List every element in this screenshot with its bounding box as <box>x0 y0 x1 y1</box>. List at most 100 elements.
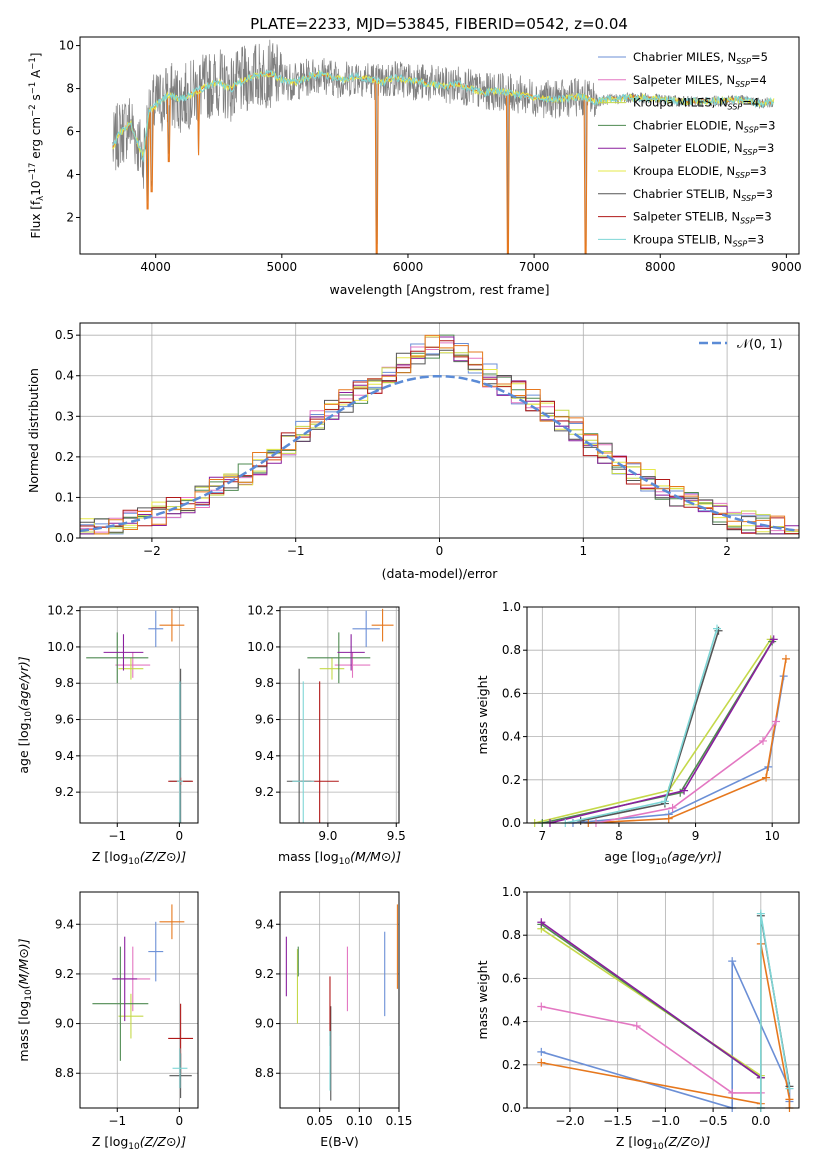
legend-text: =4 <box>750 73 767 87</box>
y-tick-label: 1.0 <box>502 885 521 899</box>
legend-text: Kroupa MILES, N <box>633 96 728 110</box>
legend-text: =3 <box>755 210 772 224</box>
errorbar-point <box>112 936 138 1022</box>
plus-marker <box>758 736 767 745</box>
y-label-part: −1 <box>28 57 38 70</box>
plus-marker <box>537 918 546 927</box>
x-axis-label: Z [log10(Z/Z⊙)] <box>616 1134 710 1152</box>
legend-text: =5 <box>751 50 768 64</box>
residual-histogram-panel: −2 −1 0 1 2 0.0 0.1 0.2 0.3 0.4 0.5 (data-model)/er… <box>26 322 800 581</box>
label-part: (M/M⊙)] <box>16 938 31 989</box>
legend-text: Salpeter MILES, N <box>633 73 735 87</box>
legend-text: Chabrier STELIB, N <box>633 187 741 201</box>
x-tick-label: 8 <box>615 829 623 843</box>
label-subscript: 10 <box>128 857 140 867</box>
x-tick-label: 7 <box>539 829 547 843</box>
errorbar-point <box>292 681 315 823</box>
legend-label: Salpeter ELODIE, NSSP=3 <box>633 141 774 157</box>
x-tick-label: −1 <box>108 1114 126 1128</box>
label-part: mass [log <box>278 849 339 864</box>
y-label-part: −2 <box>28 104 38 117</box>
series-line <box>588 658 787 824</box>
legend-label: Kroupa MILES, NSSP=4 <box>633 96 759 112</box>
label-part: (Z/Z⊙)] <box>140 849 187 864</box>
x-tick-label: 0 <box>436 544 444 558</box>
legend-label: Chabrier MILES, NSSP=5 <box>633 50 768 66</box>
x-tick-label: 0.15 <box>386 1114 413 1128</box>
series-line <box>534 638 772 824</box>
x-tick-label: 10 <box>765 829 780 843</box>
legend-text: Salpeter ELODIE, N <box>633 141 743 155</box>
y-tick-label: 9.4 <box>55 749 74 763</box>
x-axis-label: mass [log10(M/M⊙)] <box>278 849 401 867</box>
y-tick-label: 0.0 <box>502 1101 521 1115</box>
errorbar-point <box>172 1048 188 1089</box>
gaussian-reference-curve <box>80 374 797 533</box>
legend-label: Salpeter STELIB, NSSP=3 <box>633 210 772 226</box>
errorbar-point <box>371 608 394 642</box>
label-part: mass [log <box>16 1001 31 1062</box>
y-tick-label: 10.0 <box>247 640 274 654</box>
y-tick-label: 0.1 <box>55 490 74 504</box>
y-axis-label: age [log10(age/yr)] <box>16 656 34 773</box>
y-tick-label: 0.8 <box>502 928 521 942</box>
x-tick-label: 9000 <box>771 260 802 274</box>
label-part: Z [log <box>92 1134 128 1149</box>
legend-subscript: SSP <box>733 239 748 248</box>
x-tick-label: −0.5 <box>699 1114 728 1128</box>
spectrum-panel: 4000 5000 6000 7000 8000 9000 2 4 6 8 10 wavelength… <box>28 36 802 297</box>
y-tick-label: 9.8 <box>255 676 274 690</box>
x-axis-label: Z [log10(Z/Z⊙)] <box>92 1134 186 1152</box>
y-tick-label: 0.0 <box>55 531 74 545</box>
x-axis-label: wavelength [Angstrom, rest frame] <box>329 282 549 297</box>
y-axis-label: Flux [fλ10−17 erg cm−2 s−1 A−1] <box>28 53 46 239</box>
age-vs-mass-panel: 9.0 9.5 9.2 9.4 9.6 9.8 10.0 10.2 mass [log10(M/… <box>247 604 406 867</box>
y-label-part: s <box>29 94 43 104</box>
y-tick-label: 8.8 <box>55 1066 74 1080</box>
errorbar-point <box>334 652 371 678</box>
errorbar-point <box>118 657 144 680</box>
axes-frame <box>79 36 800 255</box>
legend-subscript: SSP <box>740 217 755 226</box>
errorbar-point <box>148 921 164 982</box>
plus-marker <box>537 1002 546 1011</box>
y-tick-label: 8.8 <box>255 1066 274 1080</box>
plus-marker <box>632 1021 641 1030</box>
y-tick-label: 0.2 <box>502 773 521 787</box>
histogram-plot-area <box>80 334 799 535</box>
x-axis-label: E(B-V) <box>320 1134 359 1149</box>
legend-subscript: SSP <box>735 80 750 89</box>
errorbar-point <box>92 946 149 1061</box>
label-part: (age/yr)] <box>16 656 31 711</box>
label-part: (age/yr)] <box>667 849 722 864</box>
plus-marker <box>728 957 737 966</box>
y-tick-label: 0.4 <box>55 369 74 383</box>
spectrum-plot-area <box>112 39 775 254</box>
legend-label: Chabrier ELODIE, NSSP=3 <box>633 118 775 134</box>
legend-text: Kroupa STELIB, N <box>633 232 733 246</box>
y-axis-label: mass [log10(M/M⊙)] <box>16 938 34 1061</box>
age-vs-metallicity-panel: −1 09.29.49.69.810.010.2Z [log10(Z/Z⊙)]ag… <box>16 604 199 867</box>
y-tick-label: 6 <box>66 125 74 139</box>
y-tick-label: 0.0 <box>502 816 521 830</box>
y-tick-label: 9.4 <box>55 917 74 931</box>
x-tick-label: 1 <box>579 544 587 558</box>
plus-marker <box>537 1047 546 1056</box>
y-tick-label: 9.2 <box>55 967 74 981</box>
x-tick-label: −1 <box>287 544 305 558</box>
legend-text: =3 <box>756 187 773 201</box>
errorbar-point <box>159 608 185 642</box>
series-line <box>540 921 762 1079</box>
y-tick-label: 9.2 <box>255 967 274 981</box>
plus-marker <box>680 786 689 795</box>
x-tick-label: 7000 <box>519 260 550 274</box>
y-tick-label: 2 <box>66 210 74 224</box>
y-tick-label: 9.0 <box>55 1017 74 1031</box>
plus-marker <box>537 1058 546 1067</box>
legend-subscript: SSP <box>728 103 743 112</box>
x-tick-label: −2.0 <box>555 1114 584 1128</box>
scatter-plot-area <box>92 904 194 1099</box>
series-line <box>565 628 718 824</box>
x-tick-label: −1 <box>108 829 126 843</box>
